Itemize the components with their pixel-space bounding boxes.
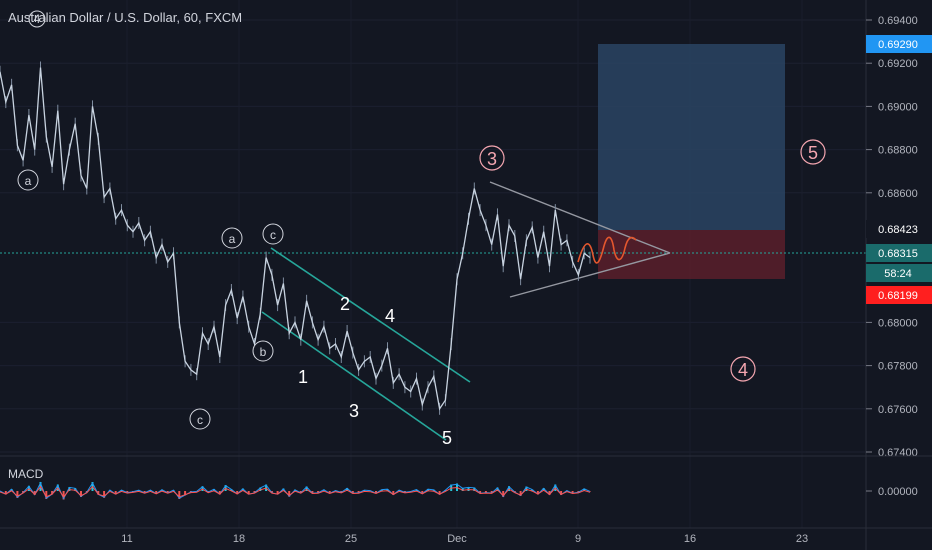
svg-text:0.68423: 0.68423 xyxy=(878,224,918,236)
svg-text:3: 3 xyxy=(487,149,497,169)
svg-text:4: 4 xyxy=(34,12,41,26)
wave-label-2: 2 xyxy=(340,294,350,314)
svg-text:b: b xyxy=(260,345,267,359)
wave-label-c1: c xyxy=(189,408,211,430)
wave-label-1: 1 xyxy=(298,367,308,387)
time-tick-label: 23 xyxy=(796,533,808,545)
chart-title: Australian Dollar / U.S. Dollar, 60, FXC… xyxy=(8,10,242,25)
projected-path xyxy=(577,236,637,264)
price-axis[interactable]: 0.69400 0.69200 0.69000 0.68800 0.68600 0.680… xyxy=(866,15,918,459)
price-tick-label: 0.68800 xyxy=(878,145,918,157)
time-tick-label: 18 xyxy=(233,533,245,545)
wave-label-4: 4 xyxy=(385,306,395,326)
price-tick-label: 0.67600 xyxy=(878,404,918,416)
time-tick-label: Dec xyxy=(447,533,467,545)
price-tick-label: 0.67800 xyxy=(878,361,918,373)
price-tick-label: 0.68000 xyxy=(878,317,918,329)
macd-pane xyxy=(0,481,591,500)
major-wave-label-3: 3 xyxy=(479,145,505,171)
wave-label-3: 3 xyxy=(349,401,359,421)
price-tag: 0.68199 xyxy=(866,286,932,304)
svg-text:c: c xyxy=(270,228,276,242)
price-tick-label: 0.69400 xyxy=(878,15,918,27)
svg-text:a: a xyxy=(25,174,32,188)
stop-zone[interactable] xyxy=(598,230,785,279)
price-tag: 0.69290 xyxy=(866,35,932,53)
time-axis[interactable]: 11 18 25 Dec 9 16 23 xyxy=(121,533,808,545)
time-tick-label: 25 xyxy=(345,533,357,545)
triangle-pattern[interactable] xyxy=(489,181,671,298)
price-tick-label: 0.69000 xyxy=(878,101,918,113)
svg-text:0.68315: 0.68315 xyxy=(878,248,918,260)
wave-label-5: 5 xyxy=(442,428,452,448)
time-tick-label: 9 xyxy=(575,533,581,545)
svg-text:0.00000: 0.00000 xyxy=(878,486,918,498)
svg-text:c: c xyxy=(197,413,203,427)
svg-text:a: a xyxy=(229,232,236,246)
svg-text:0.68199: 0.68199 xyxy=(878,290,918,302)
time-tick-label: 11 xyxy=(121,533,132,545)
macd-axis-tick: 0.00000 xyxy=(866,486,918,498)
descending-channel[interactable] xyxy=(261,247,471,441)
wave-label-b: b xyxy=(252,340,274,362)
svg-text:4: 4 xyxy=(738,360,748,380)
price-tick-label: 0.68600 xyxy=(878,188,918,200)
wave-label-a2: a xyxy=(221,227,243,249)
price-tag: 0.68423 xyxy=(866,220,932,238)
time-tick-label: 16 xyxy=(684,533,696,545)
price-tick-label: 0.69200 xyxy=(878,58,918,70)
price-tag: 58:24 xyxy=(866,264,932,282)
price-tags: 0.69290 0.68423 0.68315 58:24 0.68199 xyxy=(866,35,932,304)
wave-label-c2: c xyxy=(262,223,284,245)
top-left-circle-label: 4 xyxy=(28,10,46,28)
major-wave-label-5: 5 xyxy=(800,139,826,165)
macd-label: MACD xyxy=(8,467,44,481)
major-wave-label-4: 4 xyxy=(730,356,756,382)
price-tag: 0.68315 xyxy=(866,244,932,262)
svg-text:58:24: 58:24 xyxy=(884,268,912,280)
target-zone[interactable] xyxy=(598,44,785,230)
price-line xyxy=(0,67,591,411)
price-series xyxy=(0,61,591,415)
svg-text:5: 5 xyxy=(808,143,818,163)
signal-line xyxy=(0,485,591,498)
svg-text:0.69290: 0.69290 xyxy=(878,39,918,51)
wave-label-a1: a xyxy=(17,169,39,191)
grid xyxy=(0,19,866,453)
price-tick-label: 0.67400 xyxy=(878,447,918,459)
